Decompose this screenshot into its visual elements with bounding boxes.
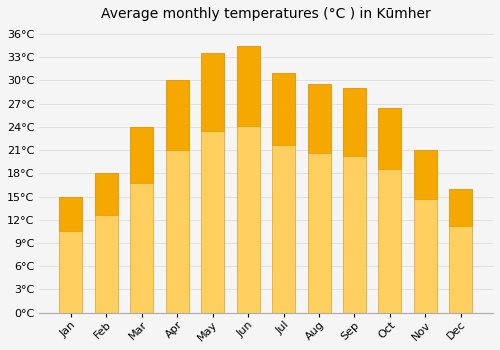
Bar bbox=[343, 88, 366, 313]
Bar bbox=[414, 150, 437, 313]
Bar bbox=[94, 173, 118, 215]
Bar bbox=[272, 73, 295, 145]
Bar bbox=[308, 84, 330, 153]
Bar bbox=[378, 107, 402, 313]
Bar bbox=[94, 173, 118, 313]
Bar bbox=[308, 84, 330, 313]
Bar bbox=[272, 73, 295, 313]
Bar bbox=[201, 53, 224, 313]
Bar bbox=[414, 150, 437, 199]
Bar bbox=[60, 197, 82, 231]
Bar bbox=[450, 189, 472, 226]
Bar bbox=[130, 127, 153, 313]
Bar bbox=[343, 88, 366, 155]
Bar bbox=[166, 80, 188, 150]
Bar bbox=[166, 80, 188, 313]
Bar bbox=[450, 189, 472, 313]
Bar bbox=[201, 53, 224, 131]
Bar bbox=[378, 107, 402, 169]
Bar bbox=[60, 197, 82, 313]
Bar bbox=[130, 127, 153, 183]
Bar bbox=[236, 46, 260, 126]
Title: Average monthly temperatures (°C ) in Kūmher: Average monthly temperatures (°C ) in Kū… bbox=[101, 7, 430, 21]
Bar bbox=[236, 46, 260, 313]
